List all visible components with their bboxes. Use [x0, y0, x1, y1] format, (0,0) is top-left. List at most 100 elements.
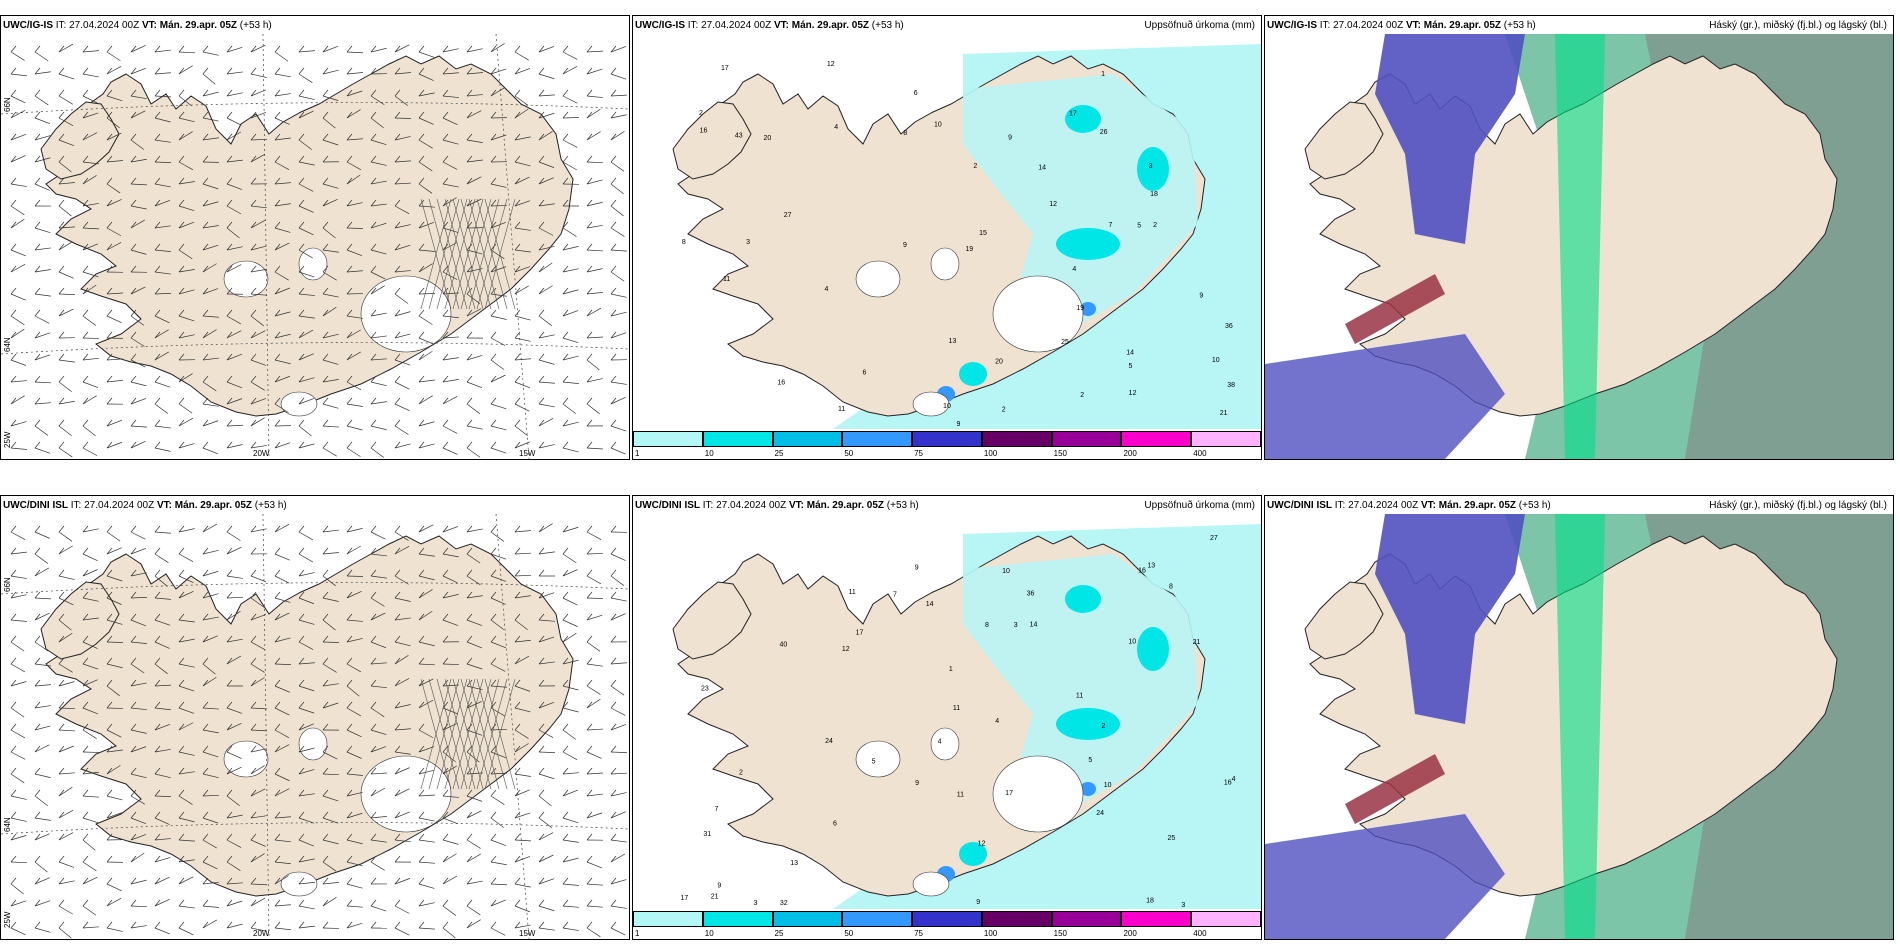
precip-value: 36 [1027, 591, 1035, 598]
lon-label: 20W [253, 449, 270, 458]
wind-barb [178, 657, 195, 668]
wind-barb [490, 679, 507, 688]
wind-barb [34, 547, 49, 564]
wind-barb [106, 657, 123, 669]
wind-barb [538, 921, 555, 931]
precip-value: 9 [717, 882, 721, 889]
precip-value: 27 [1210, 535, 1218, 542]
wind-barb [322, 789, 339, 802]
wind-barb [34, 155, 51, 163]
wind-map-panel-igis: UWC/IG-IS IT: 27.04.2024 00Z VT: Mán. 29… [0, 15, 630, 460]
wind-barb [274, 45, 289, 62]
wind-barb [34, 89, 49, 106]
wind-barb [82, 243, 98, 251]
wind-barb [490, 613, 505, 630]
wind-barb [154, 525, 171, 534]
wind-barb [106, 789, 123, 801]
wind-barb [58, 265, 74, 279]
wind-barb [274, 811, 291, 819]
wind-barb [250, 853, 265, 863]
wind-barb [202, 89, 219, 97]
wind-barb [514, 155, 531, 167]
precip-value: 3 [753, 900, 757, 907]
wind-barb [418, 767, 435, 775]
wind-barb [418, 221, 435, 229]
wind-barb [466, 287, 481, 304]
wind-barb [178, 899, 195, 909]
wind-barb [226, 287, 244, 295]
wind-barb [58, 701, 76, 709]
precip-value: 6 [833, 821, 837, 828]
wind-barb [490, 353, 505, 370]
wind-barb [442, 287, 459, 295]
colorbar-cell [981, 911, 1052, 927]
wind-barb [610, 331, 627, 339]
wind-barb [562, 833, 579, 843]
colorbar-cell [842, 911, 913, 927]
wind-barb [514, 45, 529, 61]
wind-barb [298, 67, 313, 84]
precip-value: 17 [1069, 111, 1077, 118]
wind-barb [298, 265, 315, 278]
wind-barb [442, 419, 458, 434]
wind-barb [274, 155, 290, 171]
colorbar-cell [1051, 431, 1122, 447]
wind-barb [514, 397, 530, 412]
wind-barb [82, 876, 98, 885]
wind-barb [58, 613, 72, 631]
colorbar-cell [981, 431, 1052, 447]
precip-value: 40 [779, 642, 787, 649]
wind-barb [10, 657, 26, 673]
wind-barb [370, 899, 387, 912]
wind-barb [394, 678, 410, 687]
wind-barb [346, 265, 363, 273]
wind-barb [394, 155, 411, 163]
wind-barb [82, 833, 96, 851]
wind-barb [514, 243, 531, 253]
wind-barb [178, 569, 194, 584]
wind-barb [274, 111, 290, 125]
wind-barb [178, 547, 194, 562]
wind-barb [226, 131, 242, 141]
wind-barb [346, 877, 363, 889]
wind-barb [82, 199, 99, 207]
wind-barb [394, 353, 411, 366]
wind-barb [250, 220, 266, 229]
precip-cell [1065, 105, 1101, 133]
wind-barb [490, 525, 505, 542]
wind-barb [514, 419, 528, 437]
wind-barb [538, 285, 553, 295]
colorbar-cell [1121, 431, 1192, 447]
wind-barb [466, 701, 482, 709]
glacier [360, 755, 452, 833]
colorbar-cell [772, 431, 843, 447]
wind-barb [34, 287, 51, 297]
wind-barb [562, 921, 579, 931]
wind-barb [226, 789, 240, 806]
wind-barb [298, 657, 315, 665]
wind-barb [538, 111, 555, 119]
wind-barb [538, 262, 553, 273]
wind-barb [10, 591, 27, 599]
wind-barb [154, 591, 171, 600]
wind-barb [58, 287, 76, 295]
wind-barb [586, 221, 603, 229]
hatch-line [436, 678, 468, 790]
wind-barb [466, 525, 483, 533]
wind-barb [346, 789, 363, 797]
wind-barb [82, 221, 99, 230]
colorbar-cell [1051, 911, 1122, 927]
wind-barb [106, 811, 123, 819]
wind-barb [490, 199, 508, 207]
wind-barb [346, 701, 362, 717]
wind-barb [58, 133, 75, 147]
wind-barb [34, 657, 51, 667]
wind-barb [370, 635, 387, 649]
wind-barb [154, 67, 171, 75]
wind-barb [442, 331, 459, 339]
cloud-low [1375, 514, 1525, 724]
wind-barb [322, 45, 339, 53]
wind-barb [538, 243, 555, 251]
wind-barb [418, 589, 433, 599]
wind-barb [130, 789, 145, 805]
